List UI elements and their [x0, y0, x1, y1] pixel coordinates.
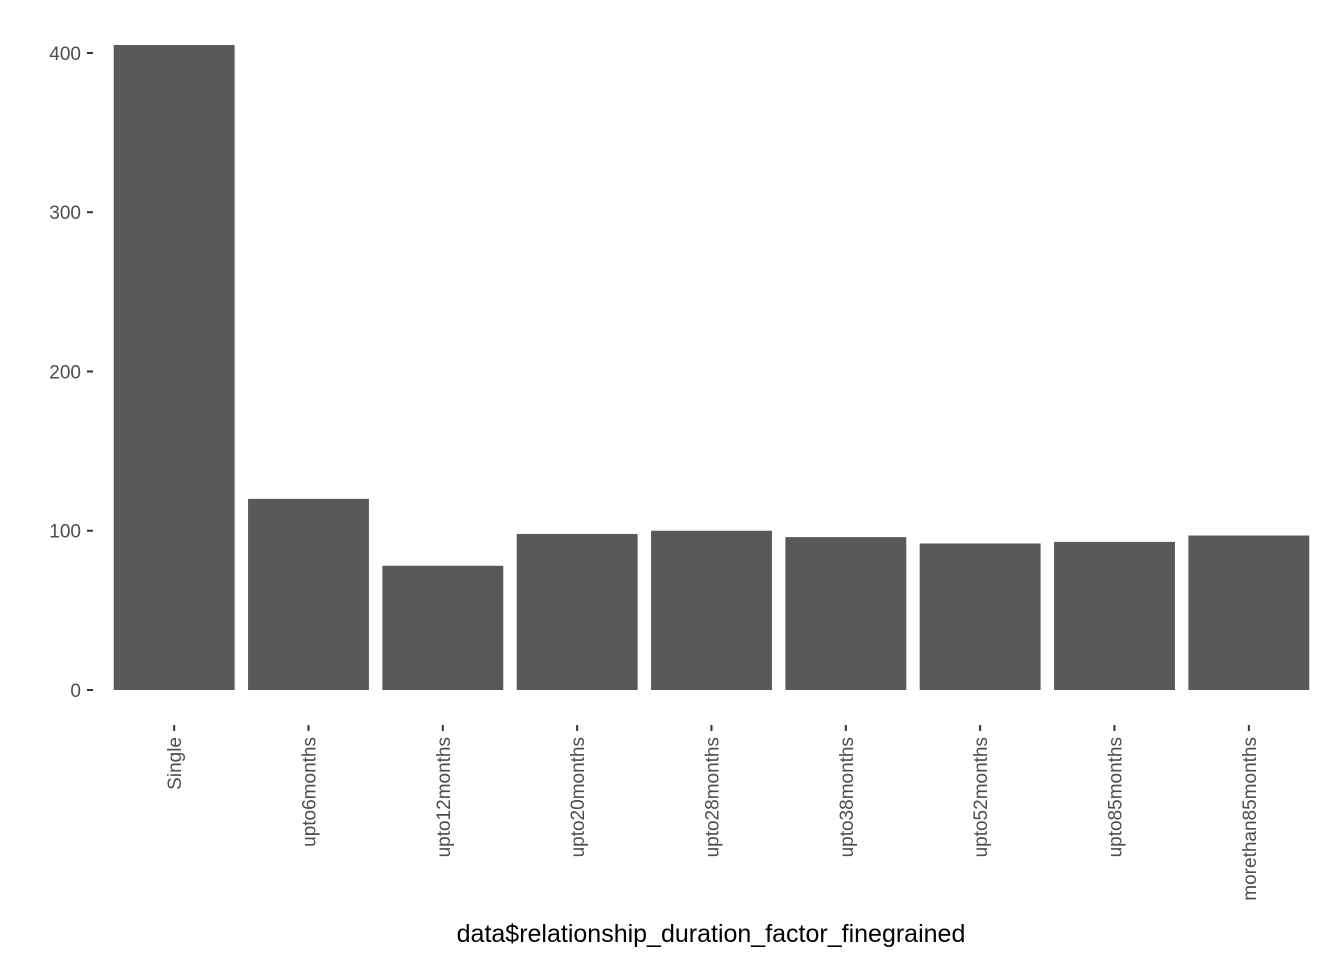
bar-upto52months — [919, 543, 1041, 690]
bars — [113, 45, 1310, 690]
bar-upto12months — [382, 565, 504, 690]
bar-upto38months — [785, 537, 907, 690]
bar-upto85months — [1054, 541, 1175, 690]
y-tick-label: 0 — [70, 681, 81, 702]
bar-morethan85months — [1188, 535, 1310, 690]
y-tick-label: 100 — [49, 522, 81, 543]
x-tick-label: upto52months — [971, 737, 992, 857]
y-tick-label: 300 — [49, 203, 81, 224]
x-tick-label: upto20months — [568, 737, 589, 857]
x-tick-label: upto28months — [703, 737, 724, 857]
x-tick-label: upto6months — [300, 737, 321, 847]
y-tick-label: 200 — [49, 362, 81, 383]
y-axis: 0 100 200 300 400 — [49, 44, 93, 702]
bar-Single — [113, 45, 235, 690]
x-tick-label: Single — [165, 737, 186, 790]
x-tick-label: morethan85months — [1240, 737, 1261, 901]
bar-upto20months — [516, 533, 638, 690]
x-axis: Single upto6months upto12months upto20month… — [165, 725, 1261, 901]
bar-upto28months — [651, 530, 772, 690]
x-tick-label: upto12months — [434, 737, 455, 857]
x-tick-label: upto38months — [837, 737, 858, 857]
x-axis-title: data$relationship_duration_factor_finegr… — [457, 920, 966, 948]
bar-upto6months — [248, 498, 369, 690]
y-tick-label: 400 — [49, 44, 81, 65]
x-tick-label: upto85months — [1106, 737, 1127, 857]
